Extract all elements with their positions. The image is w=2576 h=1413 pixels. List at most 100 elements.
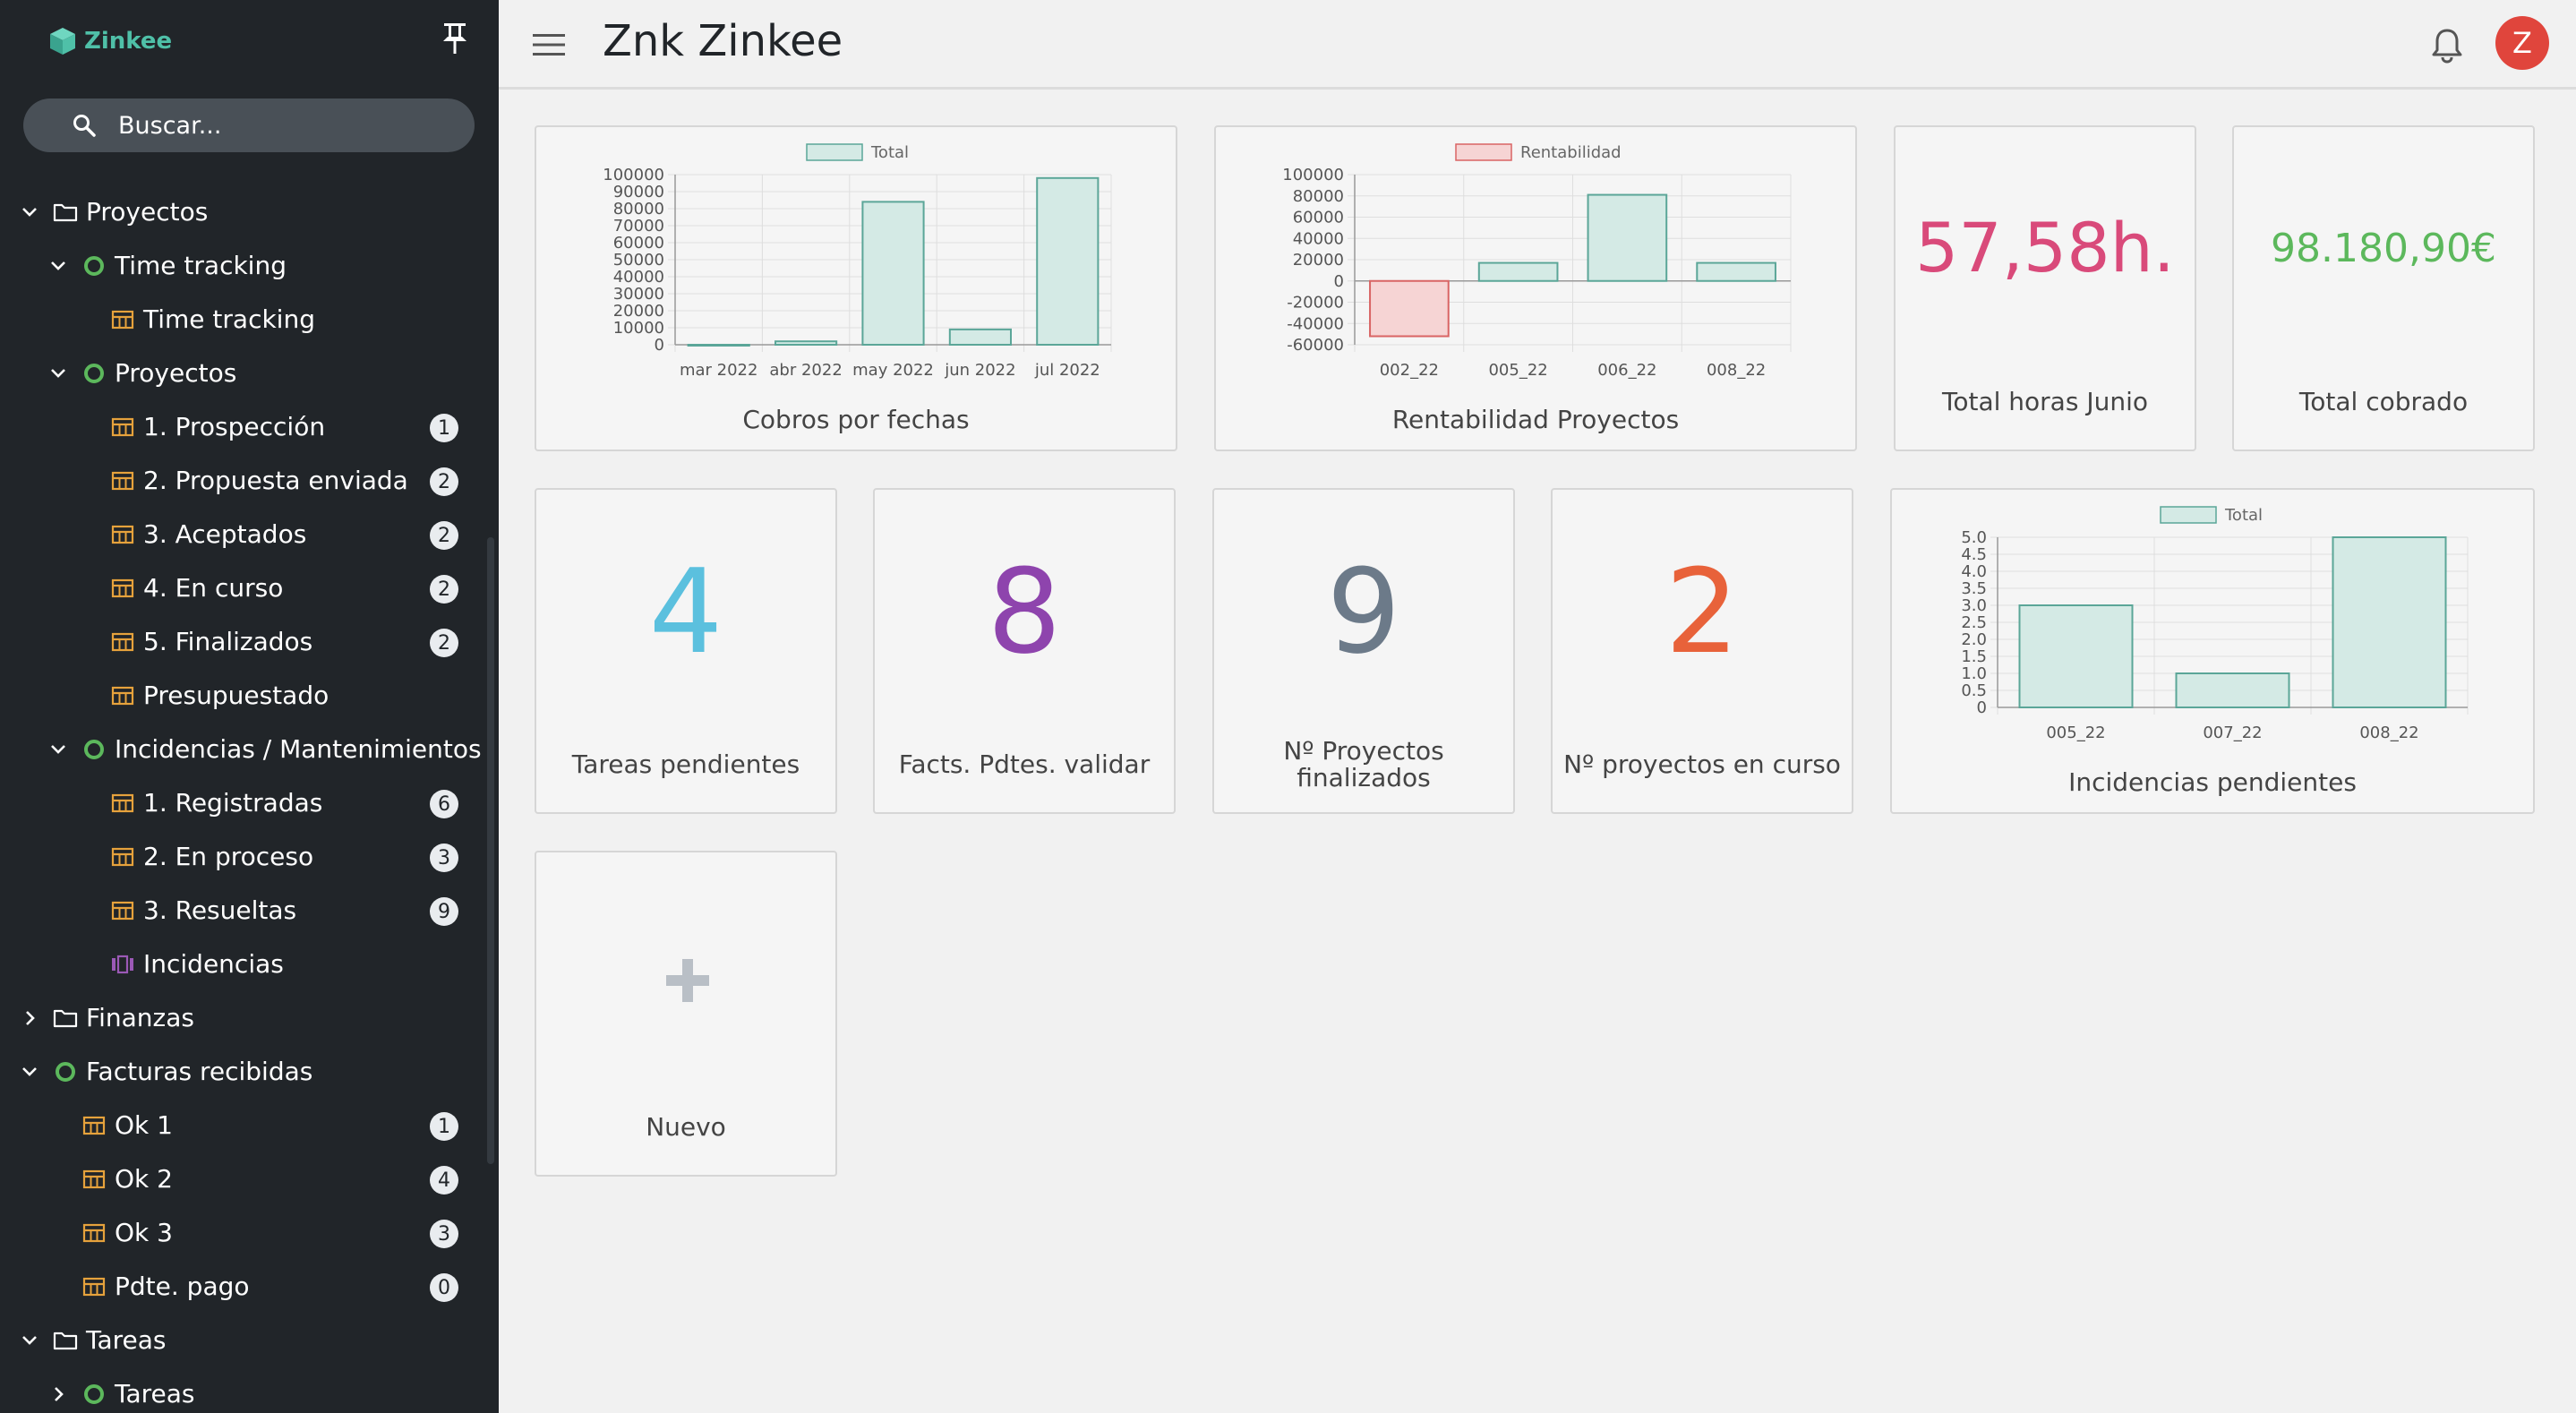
sidebar-item[interactable]: Presupuestado [0, 669, 484, 723]
sidebar-item[interactable]: Pdte. pago 0 [0, 1260, 484, 1314]
sidebar-item-label: Ok 1 [115, 1110, 173, 1140]
chevron-right-icon[interactable] [18, 991, 41, 1045]
user-avatar[interactable]: Z [2495, 16, 2549, 70]
bar [1696, 261, 1776, 282]
x-tick-label: mar 2022 [680, 361, 758, 380]
sidebar-item[interactable]: 4. En curso 2 [0, 561, 484, 615]
sidebar-item[interactable]: Facturas recibidas [0, 1045, 484, 1099]
table-icon [109, 575, 136, 602]
y-tick-label: 70000 [613, 217, 664, 236]
y-tick-label: 4.0 [1961, 562, 1987, 581]
sidebar-item[interactable]: Time tracking [0, 293, 484, 347]
search-input[interactable] [118, 111, 441, 140]
sidebar-item[interactable]: Proyectos [0, 185, 484, 239]
y-tick-label: 30000 [613, 285, 664, 304]
folder-icon [52, 199, 79, 226]
notification-bell-icon[interactable] [2426, 23, 2469, 66]
sidebar-item[interactable]: Ok 2 4 [0, 1152, 484, 1206]
sidebar-item-label: Proyectos [86, 197, 209, 227]
sidebar-item[interactable]: 1. Registradas 6 [0, 776, 484, 830]
sidebar-item-label: Presupuestado [143, 681, 329, 710]
sidebar-item-label: 5. Finalizados [143, 627, 313, 656]
count-badge: 1 [430, 1112, 458, 1141]
sidebar-item[interactable]: Proyectos [0, 347, 484, 400]
sidebar-item[interactable]: Tareas [0, 1314, 484, 1367]
x-tick-label: 008_22 [2359, 724, 2418, 742]
cobros-bar-chart: Total10000090000800007000060000500004000… [603, 143, 1112, 380]
kpi-card-tareas[interactable]: 4 Tareas pendientes [535, 488, 837, 814]
sidebar-item[interactable]: Incidencias / Mantenimientos [0, 723, 484, 776]
chart-card-rentabilidad[interactable]: Rentabilidad 100000 80000 60000 40000 20000 0 -… [1214, 125, 1857, 451]
sidebar-item[interactable]: 1. Prospección 1 [0, 400, 484, 454]
sidebar-item[interactable]: 2. Propuesta enviada 2 [0, 454, 484, 508]
y-tick-label: 20000 [613, 302, 664, 321]
bar [2332, 536, 2447, 708]
chevron-down-icon[interactable] [18, 1045, 41, 1099]
sidebar-item[interactable]: 5. Finalizados 2 [0, 615, 484, 669]
sidebar-item[interactable]: Ok 1 1 [0, 1099, 484, 1152]
sidebar-item-label: Incidencias / Mantenimientos [115, 734, 482, 764]
sidebar-item-label: Incidencias [143, 949, 284, 979]
pin-icon[interactable] [435, 18, 475, 57]
y-tick-label: 2.5 [1961, 613, 1987, 632]
kpi-card-horas[interactable]: 57,58h. Total horas Junio [1894, 125, 2196, 451]
y-tick-label: 80000 [613, 200, 664, 218]
y-tick-label: 1.5 [1961, 647, 1987, 666]
chevron-down-icon[interactable] [18, 185, 41, 239]
count-badge: 1 [430, 414, 458, 442]
sidebar-item[interactable]: 3. Resueltas 9 [0, 884, 484, 938]
menu-icon[interactable] [531, 27, 567, 63]
x-tick-label: 007_22 [2203, 724, 2262, 742]
status-circle-icon [81, 1381, 107, 1408]
chevron-down-icon[interactable] [47, 347, 70, 400]
kpi-card-proyectos-curso[interactable]: 2 Nº proyectos en curso [1551, 488, 1853, 814]
plus-icon [666, 959, 709, 1002]
new-widget-card[interactable]: Nuevo [535, 851, 837, 1177]
status-circle-icon [81, 360, 107, 387]
card-title: Total cobrado [2298, 387, 2469, 416]
sidebar-item-label: Time tracking [143, 304, 315, 334]
search-box[interactable] [23, 98, 475, 152]
kpi-card-facturas[interactable]: 8 Facts. Pdtes. validar [873, 488, 1176, 814]
chevron-down-icon[interactable] [47, 239, 70, 293]
kpi-value: 9 [1326, 544, 1401, 680]
sidebar-item[interactable]: Incidencias [0, 938, 484, 991]
chevron-right-icon[interactable] [47, 1367, 70, 1413]
table-icon [81, 1273, 107, 1300]
bar [2175, 672, 2290, 708]
chevron-down-icon[interactable] [47, 723, 70, 776]
chart-card-cobros[interactable]: Total 100000 90000 80000 70000 60000 50000 4000… [535, 125, 1177, 451]
y-tick-label: 60000 [1293, 209, 1344, 227]
table-icon [109, 306, 136, 333]
count-badge: 2 [430, 467, 458, 496]
kpi-card-proyectos-finalizados[interactable]: 9 Nº Proyectos finalizados [1212, 488, 1515, 814]
x-tick-label: 008_22 [1707, 361, 1766, 380]
y-tick-label: 10000 [613, 319, 664, 338]
bar [775, 340, 838, 346]
sidebar-item[interactable]: Time tracking [0, 239, 484, 293]
sidebar: Zinkee Proyectos Time tracking Time tracki… [0, 0, 499, 1413]
sidebar-item[interactable]: Tareas [0, 1367, 484, 1413]
sidebar-item[interactable]: Ok 3 3 [0, 1206, 484, 1260]
y-tick-label: 2.0 [1961, 630, 1987, 649]
sidebar-item-label: Tareas [86, 1325, 167, 1355]
sidebar-item-label: 3. Resueltas [143, 895, 297, 925]
kpi-card-cobrado[interactable]: 98.180,90€ Total cobrado [2232, 125, 2535, 451]
card-title: Incidencias pendientes [2068, 767, 2357, 797]
sidebar-item-label: Tareas [115, 1379, 195, 1409]
chart-card-incidencias[interactable]: Total 5.0 4.5 4.0 3.5 3.0 2.5 2.0 1.5 1.0 0.5 0 005_… [1890, 488, 2535, 814]
sidebar-item-label: Ok 2 [115, 1164, 173, 1194]
kpi-value: 4 [648, 544, 723, 680]
chevron-down-icon[interactable] [18, 1314, 41, 1367]
sidebar-item-label: 2. En proceso [143, 842, 314, 871]
sidebar-scrollbar[interactable] [487, 537, 494, 1164]
x-tick-label: 006_22 [1597, 361, 1656, 380]
sidebar-item[interactable]: 2. En proceso 3 [0, 830, 484, 884]
folder-icon [52, 1327, 79, 1354]
table-icon [109, 790, 136, 817]
sidebar-item[interactable]: Finanzas [0, 991, 484, 1045]
sidebar-item-label: 1. Registradas [143, 788, 323, 818]
card-title: Tareas pendientes [571, 749, 800, 779]
sidebar-item[interactable]: 3. Aceptados 2 [0, 508, 484, 561]
app-logo[interactable]: Zinkee [47, 23, 172, 59]
